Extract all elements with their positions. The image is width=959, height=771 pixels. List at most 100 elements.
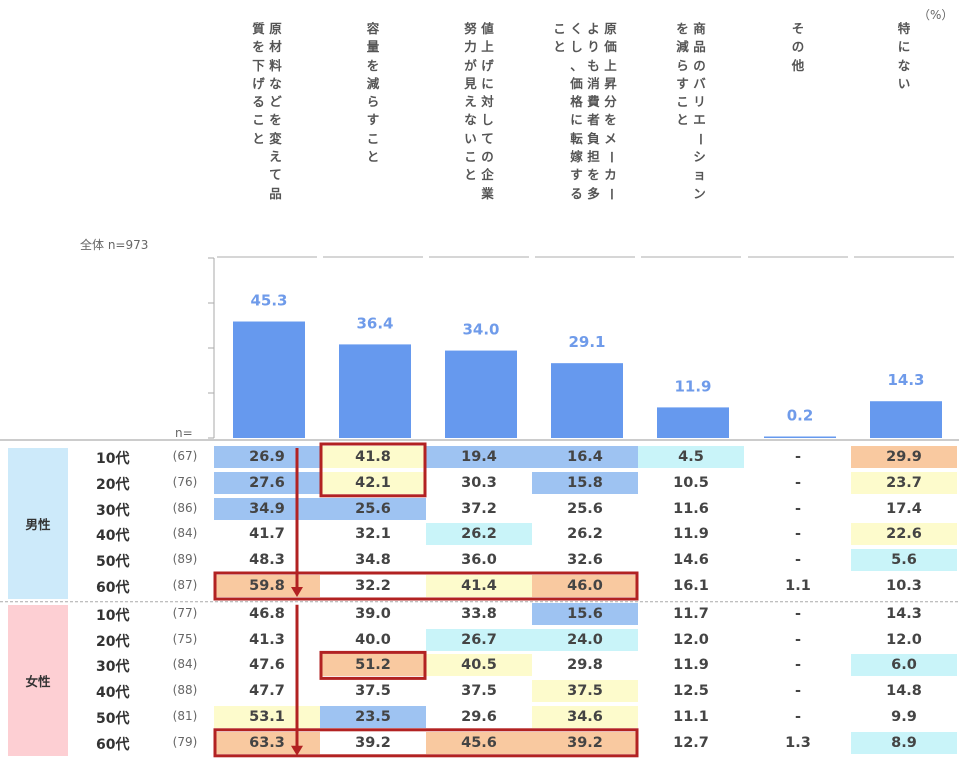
table-cell: 26.7 (426, 628, 532, 651)
category-header-char: 負 (587, 130, 600, 146)
category-header-char: 力 (464, 39, 477, 55)
table-cell: 11.1 (673, 709, 709, 725)
category-header-line: よりも消費者負担を多 (587, 20, 601, 255)
category-header: その他 (748, 20, 848, 255)
table-cell: 11.6 (673, 500, 709, 517)
table-cell: 34.8 (355, 552, 391, 569)
category-header-char: 上 (481, 39, 494, 55)
table-cell: - (794, 474, 802, 491)
category-header-char: こ (252, 112, 265, 128)
table-cell: 32.1 (355, 526, 391, 543)
category-header-char: 特 (897, 21, 911, 36)
category-header: 値上げに対しての企業努力が見えないこと (429, 20, 529, 255)
category-header-char: 企 (481, 167, 494, 183)
category-header: 特にない (854, 20, 954, 255)
table-cell: 23.7 (851, 471, 957, 494)
bar (551, 363, 623, 438)
age-label: 20代 (96, 633, 130, 650)
category-header: 原価上昇分をメーカーよりも消費者負担を多くし、価格に転嫁すること (535, 20, 635, 255)
table-cell: - (794, 449, 802, 465)
sample-size: (67) (172, 449, 198, 463)
table-cell: 4.5 (638, 446, 744, 468)
category-header-char: る (570, 185, 583, 201)
bar-value-label: 34.0 (462, 321, 499, 339)
category-header-char: そ (791, 21, 805, 36)
table-cell: 19.4 (426, 446, 532, 468)
category-header-char: こ (676, 94, 689, 110)
category-header-line: 原材料などを変えて品 (269, 20, 283, 255)
category-header-char: こ (464, 149, 477, 165)
category-header-char: し (481, 112, 494, 128)
sample-size: (89) (172, 552, 198, 567)
table-cell: 34.6 (532, 706, 638, 728)
table-cell: 40.5 (426, 654, 532, 677)
table-cell: 9.9 (891, 709, 917, 725)
table-cell: - (794, 605, 802, 622)
category-header-char: の (791, 39, 805, 55)
category-header-char: す (366, 112, 380, 128)
category-header-char: を (252, 39, 265, 55)
table-cell: 41.4 (426, 575, 532, 597)
category-header-char: す (676, 75, 689, 91)
category-header-char: 原 (269, 21, 282, 36)
table-cell: 25.6 (567, 500, 603, 517)
table-cell: 37.5 (461, 683, 497, 700)
category-header-line: 値上げに対しての企業 (481, 20, 495, 255)
category-header-char: こ (553, 21, 566, 36)
category-header-char: エ (693, 112, 706, 128)
table-cell: 53.1 (214, 706, 320, 728)
table-cell: 36.0 (461, 552, 497, 569)
category-header-char: に (897, 39, 911, 55)
category-header-char: 品 (269, 185, 282, 201)
category-header-line: 質を下げること (252, 20, 266, 255)
table-cell: 23.5 (320, 706, 426, 728)
bar-value-label: 29.1 (568, 333, 605, 351)
category-header-char: げ (481, 57, 494, 73)
table-cell: 32.6 (567, 552, 603, 569)
sample-size: (81) (172, 709, 198, 723)
table-cell: 39.2 (532, 731, 638, 754)
age-label: 10代 (96, 607, 130, 624)
table-cell: 8.9 (851, 731, 957, 754)
age-label: 30代 (96, 502, 130, 519)
category-header-char: 下 (252, 57, 265, 73)
sample-size: (76) (172, 474, 198, 489)
table-cell: 11.7 (673, 605, 709, 622)
table-cell: - (794, 657, 802, 674)
category-header-char: く (570, 21, 583, 36)
table-cell: 29.6 (461, 709, 497, 725)
table-cell: 15.8 (532, 471, 638, 494)
sample-size: (88) (172, 683, 198, 698)
category-header-char: 質 (252, 21, 265, 36)
age-label: 20代 (96, 476, 130, 493)
table-cell: 32.2 (355, 578, 391, 594)
table-cell: 11.9 (673, 526, 709, 543)
table-cell: 59.8 (214, 575, 320, 597)
category-header-char: し (570, 39, 583, 55)
category-header-char: リ (693, 94, 706, 110)
category-header-char: り (587, 39, 600, 55)
table-cell: 63.3 (214, 731, 320, 754)
category-header-char: 価 (570, 75, 583, 91)
bar (870, 401, 942, 438)
table-cell: 10.3 (886, 578, 922, 594)
table-cell: 26.2 (567, 526, 603, 543)
table-cell: 5.6 (851, 549, 957, 572)
category-header-char: を (269, 112, 282, 128)
category-header-char: と (553, 39, 566, 55)
category-header-char: 嫁 (570, 149, 583, 165)
table-cell: 46.0 (532, 575, 638, 597)
bar-value-label: 0.2 (787, 407, 814, 425)
age-label: 60代 (96, 580, 130, 596)
category-header-char: え (464, 94, 477, 110)
age-label: 10代 (96, 451, 130, 467)
table-cell: 39.2 (355, 734, 391, 751)
table-cell: 12.0 (673, 631, 709, 648)
bar (764, 436, 836, 438)
category-header-char: バ (693, 75, 706, 91)
table-cell: 26.9 (214, 446, 320, 468)
category-header-char: て (481, 130, 494, 146)
category-header-char: 他 (791, 57, 805, 73)
category-header-char: を (587, 167, 600, 183)
sample-size: (84) (172, 657, 198, 672)
